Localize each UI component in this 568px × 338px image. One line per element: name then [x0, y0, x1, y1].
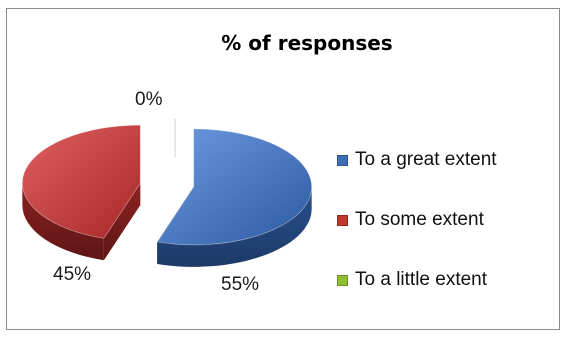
legend-swatch-some-extent: [337, 214, 348, 226]
legend-swatch-little-extent: [337, 274, 348, 286]
pie-slice-side-great-extent: [157, 186, 312, 267]
chart-title: % of responses: [221, 31, 393, 55]
chart-frame: % of responses 0% 45% 55% To: [6, 8, 560, 330]
data-label-little-extent: 0%: [135, 89, 163, 110]
pie-slice-side-some-extent: [22, 183, 104, 261]
legend-swatch-great-extent: [337, 154, 348, 166]
pie-slice-great-extent: [156, 128, 313, 246]
legend-label: To a little extent: [355, 269, 488, 290]
data-label-great-extent: 55%: [221, 274, 260, 295]
legend-item-some-extent: To some extent: [337, 209, 497, 230]
pie-chart-svg: [22, 119, 313, 267]
legend-item-great-extent: To a great extent: [337, 149, 497, 170]
data-label-some-extent: 45%: [53, 264, 92, 285]
chart-legend: To a great extent To some extent To a li…: [337, 149, 497, 329]
legend-label: To a great extent: [355, 149, 497, 170]
legend-label: To some extent: [355, 209, 484, 230]
legend-item-little-extent: To a little extent: [337, 269, 497, 290]
pie-slice-cut-some-extent: [103, 183, 141, 261]
pie-slice-some-extent: [22, 124, 141, 239]
